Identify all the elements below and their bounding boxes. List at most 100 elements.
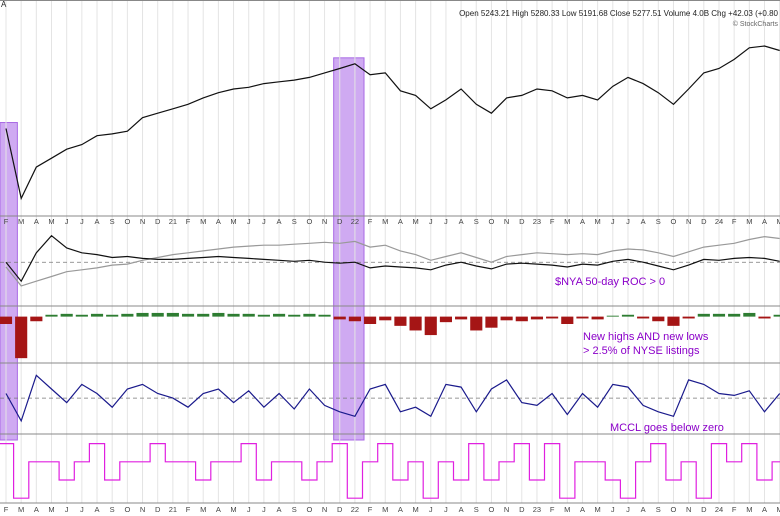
bar [485, 316, 498, 328]
bar [318, 314, 331, 317]
bar [0, 316, 13, 324]
x-tick-label: 23 [533, 217, 541, 226]
x-tick-label: S [474, 505, 479, 514]
step-line [0, 443, 780, 499]
x-tick-label: A [580, 217, 585, 226]
x-tick-label: J [65, 505, 69, 514]
x-tick-label: 24 [715, 505, 723, 514]
x-tick-label: N [686, 505, 691, 514]
bar [470, 316, 483, 331]
x-tick-label: D [155, 505, 161, 514]
source: © StockCharts [733, 20, 779, 28]
bar [257, 314, 270, 317]
x-tick-label: M [564, 505, 570, 514]
bar [576, 316, 589, 319]
series-line [5, 45, 780, 201]
x-tick-label: A [95, 217, 100, 226]
bar [303, 313, 316, 317]
highlight-band [333, 57, 365, 441]
x-tick-label: M [412, 217, 418, 226]
x-tick-label: A [277, 217, 282, 226]
x-tick-label: S [656, 505, 661, 514]
x-tick-label: A [398, 217, 403, 226]
x-tick-label: D [519, 505, 525, 514]
x-tick-label: A [95, 505, 100, 514]
x-tick-label: 24 [715, 217, 723, 226]
x-tick-label: M [48, 217, 54, 226]
bar [121, 313, 134, 317]
x-tick-label: A [34, 217, 39, 226]
bar [637, 316, 650, 319]
bar [394, 316, 407, 326]
bar [272, 313, 286, 317]
x-tick-label: A [641, 505, 646, 514]
x-tick-label: M [564, 217, 570, 226]
x-tick-label: D [337, 217, 343, 226]
x-tick-label: M [382, 505, 388, 514]
bar [728, 313, 741, 317]
annotation: $NYA 50-day ROC > 0 [555, 276, 665, 288]
bar [348, 316, 361, 322]
x-tick-label: D [701, 217, 707, 226]
x-tick-label: F [732, 505, 737, 514]
x-tick-label: M [412, 505, 418, 514]
x-tick-label: M [18, 505, 24, 514]
x-tick-label: J [65, 217, 69, 226]
bar [758, 316, 771, 319]
x-tick-label: O [489, 217, 495, 226]
x-tick-label: A [398, 505, 403, 514]
x-tick-label: O [489, 505, 495, 514]
x-tick-label: N [504, 217, 509, 226]
x-tick-label: O [671, 505, 677, 514]
x-tick-label: O [306, 217, 312, 226]
x-tick-label: J [626, 217, 630, 226]
bar [500, 316, 513, 321]
bar [591, 316, 604, 320]
bar [379, 316, 392, 321]
annotation: New highs AND new lows [583, 331, 709, 343]
x-tick-label: S [292, 505, 297, 514]
x-tick-label: 22 [351, 217, 359, 226]
bar [773, 314, 780, 317]
bar [106, 314, 119, 317]
bar [90, 313, 104, 317]
bar [212, 312, 225, 317]
bar [136, 312, 149, 317]
quote: Open 5243.21 High 5280.33 Low 5191.68 Cl… [459, 9, 778, 18]
x-tick-label: D [337, 505, 343, 514]
bar [561, 316, 574, 324]
bar [45, 314, 58, 317]
x-tick-label: M [382, 217, 388, 226]
x-tick-label: J [429, 505, 433, 514]
bar [743, 312, 756, 317]
x-tick-label: F [732, 217, 737, 226]
x-tick-label: 22 [351, 505, 359, 514]
x-tick-label: N [504, 505, 509, 514]
x-tick-label: N [686, 217, 691, 226]
x-tick-label: S [474, 217, 479, 226]
x-tick-label: M [230, 217, 236, 226]
x-tick-label: A [762, 217, 767, 226]
x-tick-label: J [80, 505, 84, 514]
bar [546, 316, 559, 319]
x-tick-label: A [277, 505, 282, 514]
x-tick-label: J [262, 217, 266, 226]
x-tick-label: J [626, 505, 630, 514]
x-tick-label: M [18, 217, 24, 226]
bar [652, 316, 665, 322]
x-tick-label: O [124, 217, 130, 226]
x-tick-label: A [762, 505, 767, 514]
x-tick-label: S [292, 217, 297, 226]
x-tick-label: N [322, 505, 327, 514]
x-tick-label: S [656, 217, 661, 226]
x-tick-label: N [140, 217, 145, 226]
x-tick-label: M [746, 217, 752, 226]
annotation: MCCL goes below zero [610, 422, 724, 434]
bar [151, 312, 164, 317]
x-tick-label: D [155, 217, 161, 226]
x-tick-label: F [186, 505, 191, 514]
x-tick-label: J [80, 217, 84, 226]
bar [15, 316, 28, 359]
x-tick-label: A [459, 217, 464, 226]
